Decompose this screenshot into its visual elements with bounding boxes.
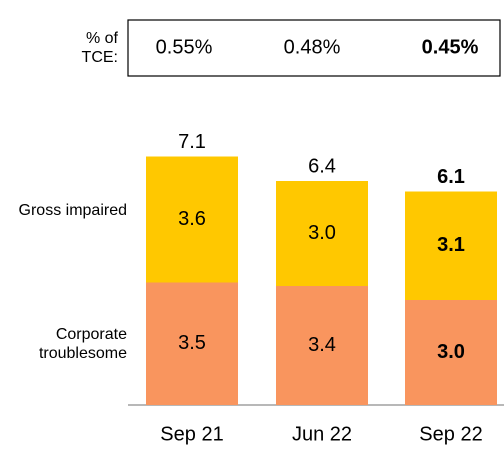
bar-segment: [405, 191, 497, 300]
bar-segment: [146, 282, 238, 405]
bar-segment: [276, 181, 368, 286]
tce-box: [127, 19, 501, 77]
data-label: 3.1: [437, 234, 465, 256]
x-tick-label: Sep 22: [419, 423, 482, 445]
total-label: 7.1: [178, 131, 206, 153]
x-tick-label: Jun 22: [292, 423, 352, 445]
legend-label: Gross impaired: [18, 201, 127, 219]
data-label: 3.0: [437, 341, 465, 363]
data-label: 3.4: [308, 334, 336, 356]
bar-segment: [276, 286, 368, 405]
data-label: 3.6: [178, 208, 206, 230]
tce-label: % of TCE:: [81, 30, 118, 66]
data-label: 3.5: [178, 332, 206, 354]
tce-value: 0.48%: [284, 36, 341, 58]
bar-segment: [405, 300, 497, 405]
tce-value: 0.45%: [422, 36, 479, 58]
total-label: 6.1: [437, 166, 465, 188]
total-label: 6.4: [308, 155, 336, 177]
bar-segment: [146, 156, 238, 283]
data-label: 3.0: [308, 222, 336, 244]
x-tick-label: Sep 21: [160, 423, 223, 445]
tce-value: 0.55%: [156, 36, 213, 58]
legend-label: Corporate troublesome: [38, 325, 127, 362]
